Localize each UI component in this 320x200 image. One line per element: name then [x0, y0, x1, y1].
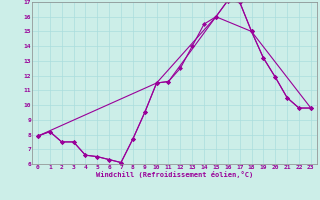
X-axis label: Windchill (Refroidissement éolien,°C): Windchill (Refroidissement éolien,°C) — [96, 171, 253, 178]
